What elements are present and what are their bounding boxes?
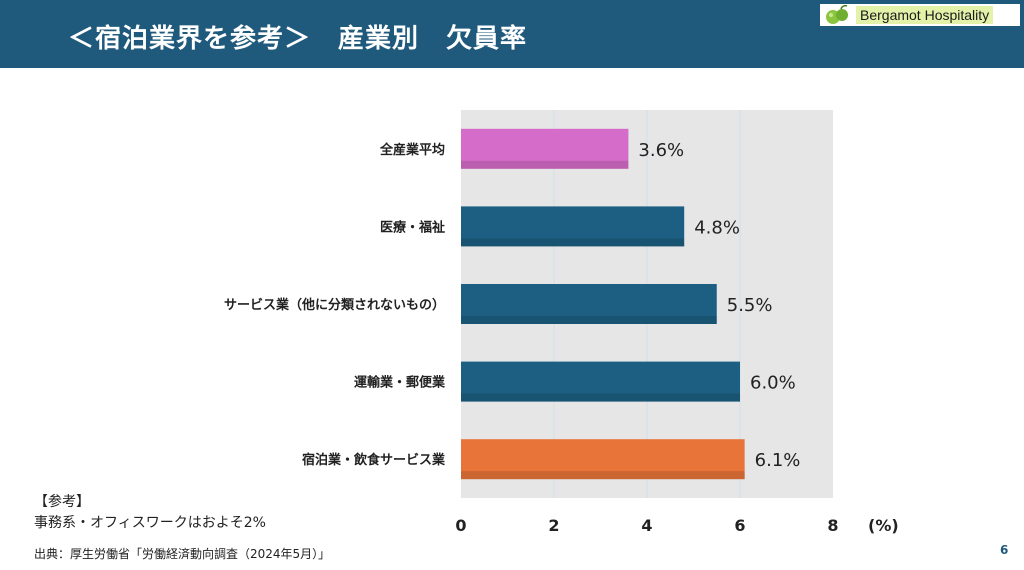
category-label: 医療・福祉 <box>380 219 445 235</box>
category-label: 全産業平均 <box>379 142 445 158</box>
category-label: 運輸業・郵便業 <box>354 375 446 391</box>
bar-shadow <box>461 238 685 247</box>
x-unit-label: (%) <box>868 516 899 535</box>
bars-group <box>461 128 745 480</box>
note-heading: 【参考】 <box>34 494 90 510</box>
x-tick-label: 4 <box>641 516 652 535</box>
value-label: 4.8% <box>694 217 740 238</box>
bar <box>461 284 717 324</box>
source-citation: 出典：厚生労働省「労働経済動向調査（2024年5月）」 <box>34 547 331 561</box>
bar-shadow <box>461 393 740 402</box>
category-label: 宿泊業・飲食サービス業 <box>302 452 446 468</box>
brand-badge: Bergamot Hospitality <box>820 4 1020 26</box>
bar <box>461 128 629 169</box>
value-labels: 3.6% 4.8% 5.5% 6.0% 6.1% <box>638 140 800 471</box>
value-label: 3.6% <box>638 140 684 161</box>
value-label: 6.0% <box>750 373 796 394</box>
x-tick-labels: 0 2 4 6 8 <box>455 516 838 535</box>
x-tick-label: 6 <box>734 516 745 535</box>
bar <box>461 206 685 247</box>
bar-shadow <box>461 471 745 480</box>
x-tick-label: 0 <box>455 516 466 535</box>
page-number: 6 <box>1000 543 1009 557</box>
value-label: 6.1% <box>755 450 801 471</box>
bar-shadow <box>461 160 629 169</box>
brand-name: Bergamot Hospitality <box>856 6 994 24</box>
bar-shadow <box>461 316 717 324</box>
category-label: サービス業（他に分類されないもの） <box>224 297 445 313</box>
page-title: ＜宿泊業界を参考＞ 産業別 欠員率 <box>68 24 528 54</box>
bar <box>461 439 745 480</box>
x-tick-label: 2 <box>548 516 559 535</box>
bar <box>461 361 740 402</box>
bergamot-logo-icon <box>826 4 848 24</box>
note-text: 事務系・オフィスワークはおよそ2% <box>34 515 266 531</box>
value-label: 5.5% <box>727 295 773 316</box>
x-tick-label: 8 <box>827 516 838 535</box>
